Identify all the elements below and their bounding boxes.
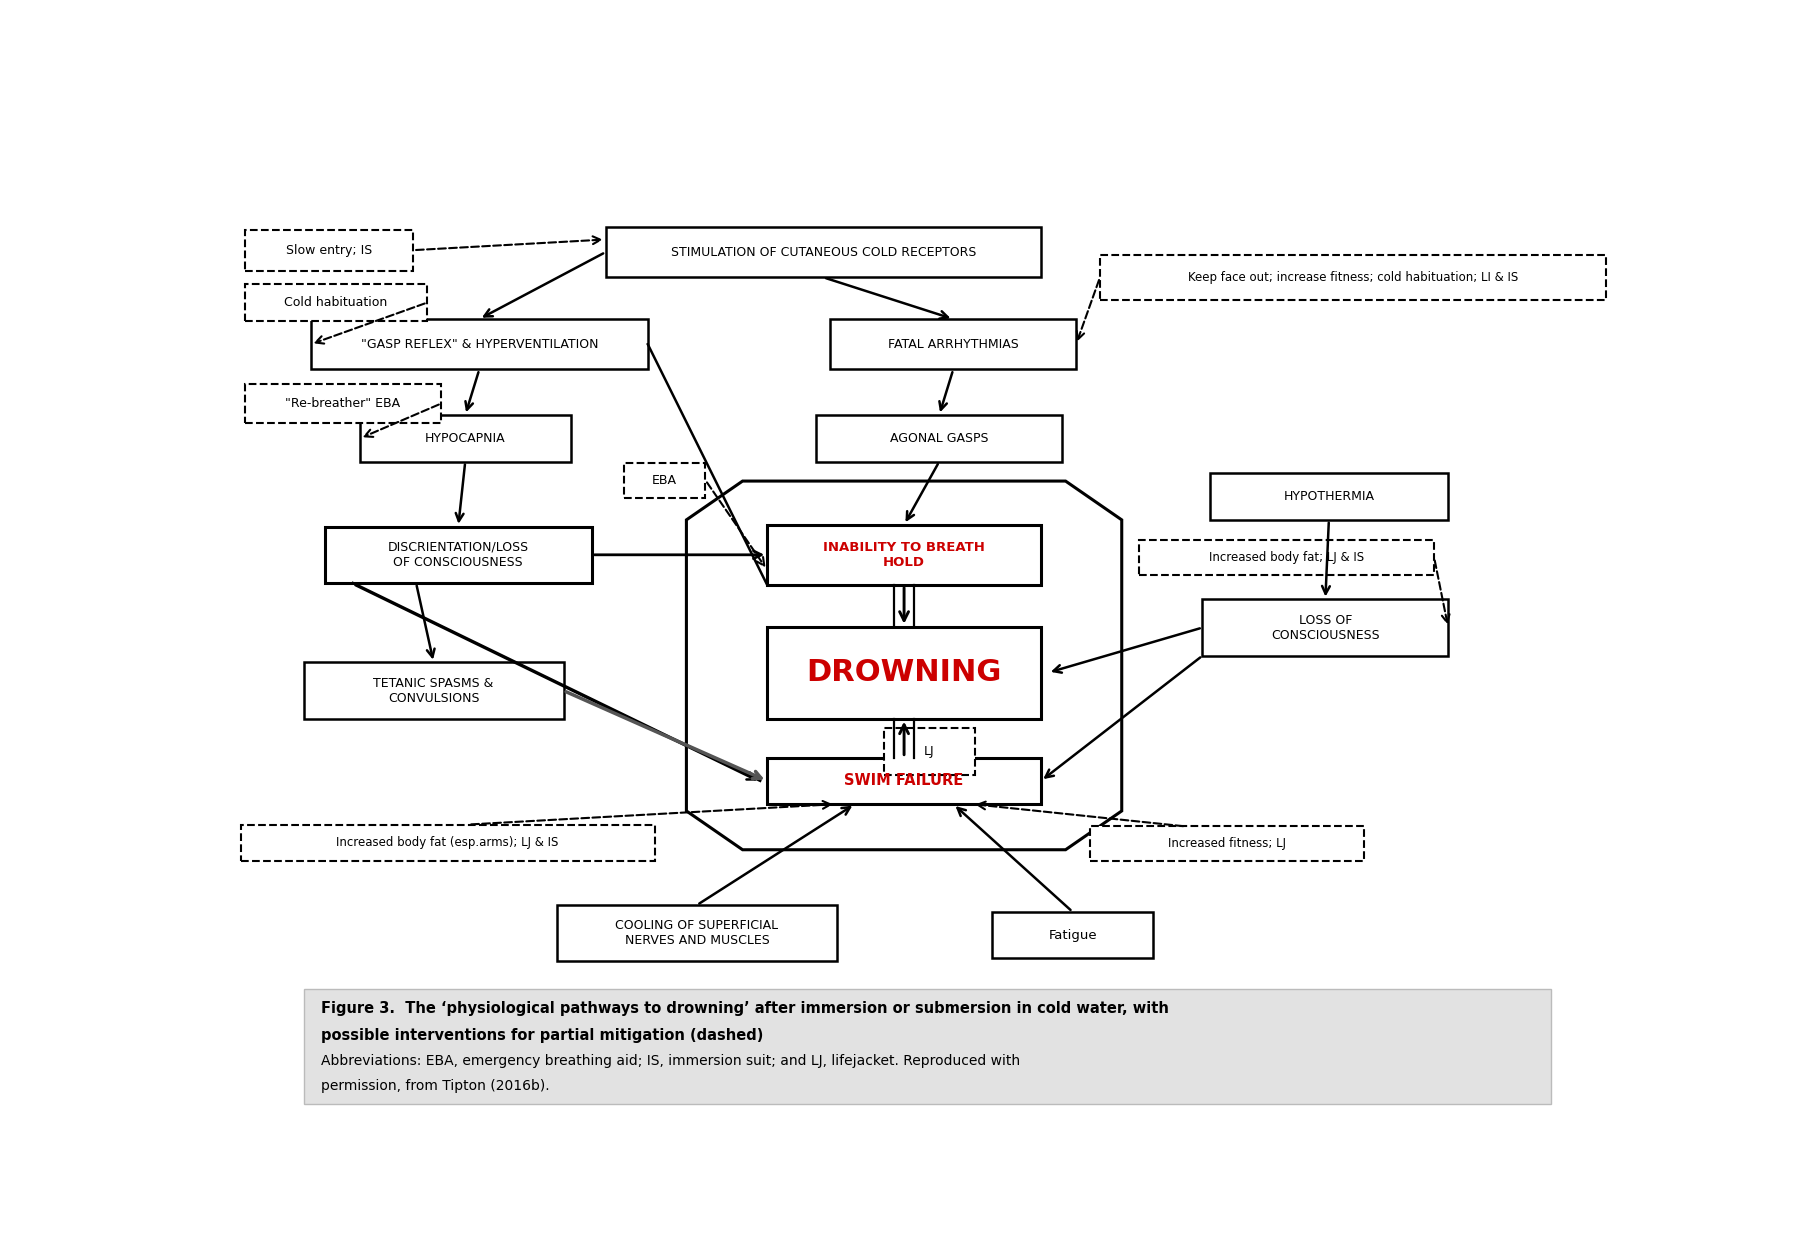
FancyBboxPatch shape <box>245 384 442 423</box>
Text: permission, from Tipton (2016b).: permission, from Tipton (2016b). <box>321 1079 549 1092</box>
FancyBboxPatch shape <box>1100 255 1605 300</box>
FancyBboxPatch shape <box>1203 600 1448 655</box>
Text: LJ: LJ <box>924 745 935 759</box>
FancyBboxPatch shape <box>312 319 649 369</box>
Polygon shape <box>687 481 1122 849</box>
Text: TETANIC SPASMS &
CONVULSIONS: TETANIC SPASMS & CONVULSIONS <box>373 677 495 704</box>
FancyBboxPatch shape <box>245 229 413 271</box>
Text: Figure 3.  The ‘physiological pathways to drowning’ after immersion or submersio: Figure 3. The ‘physiological pathways to… <box>321 1002 1169 1016</box>
Text: Increased fitness; LJ: Increased fitness; LJ <box>1169 838 1287 851</box>
FancyBboxPatch shape <box>991 912 1152 959</box>
Text: DISCRIENTATION/LOSS
OF CONSCIOUSNESS: DISCRIENTATION/LOSS OF CONSCIOUSNESS <box>388 541 529 568</box>
FancyBboxPatch shape <box>361 415 571 461</box>
Text: SWIM FAILURE: SWIM FAILURE <box>844 774 964 789</box>
Text: EBA: EBA <box>652 474 678 486</box>
Text: Cold habituation: Cold habituation <box>284 296 388 309</box>
FancyBboxPatch shape <box>1209 474 1448 520</box>
Text: "Re-breather" EBA: "Re-breather" EBA <box>286 397 400 410</box>
FancyBboxPatch shape <box>304 663 564 718</box>
FancyBboxPatch shape <box>241 824 654 862</box>
Text: Increased body fat (esp.arms); LJ & IS: Increased body fat (esp.arms); LJ & IS <box>337 837 558 849</box>
Text: HYPOCAPNIA: HYPOCAPNIA <box>426 432 506 445</box>
FancyBboxPatch shape <box>1140 541 1433 575</box>
FancyBboxPatch shape <box>304 989 1551 1104</box>
Text: FATAL ARRHYTHMIAS: FATAL ARRHYTHMIAS <box>888 338 1018 350</box>
FancyBboxPatch shape <box>766 757 1042 804</box>
Text: DROWNING: DROWNING <box>806 658 1002 687</box>
Text: "GASP REFLEX" & HYPERVENTILATION: "GASP REFLEX" & HYPERVENTILATION <box>361 338 598 350</box>
FancyBboxPatch shape <box>884 728 975 775</box>
FancyBboxPatch shape <box>556 905 837 961</box>
Text: HYPOTHERMIA: HYPOTHERMIA <box>1283 490 1373 503</box>
Text: Slow entry; IS: Slow entry; IS <box>286 243 371 257</box>
Text: possible interventions for partial mitigation (dashed): possible interventions for partial mitig… <box>321 1028 763 1043</box>
FancyBboxPatch shape <box>623 462 705 498</box>
FancyBboxPatch shape <box>605 227 1042 277</box>
FancyBboxPatch shape <box>766 626 1042 718</box>
Text: STIMULATION OF CUTANEOUS COLD RECEPTORS: STIMULATION OF CUTANEOUS COLD RECEPTORS <box>670 246 977 258</box>
FancyBboxPatch shape <box>766 524 1042 585</box>
Text: COOLING OF SUPERFICIAL
NERVES AND MUSCLES: COOLING OF SUPERFICIAL NERVES AND MUSCLE… <box>616 920 779 948</box>
FancyBboxPatch shape <box>245 284 428 321</box>
Text: Keep face out; increase fitness; cold habituation; LI & IS: Keep face out; increase fitness; cold ha… <box>1187 271 1518 284</box>
Text: Fatigue: Fatigue <box>1049 929 1096 941</box>
Text: Abbreviations: EBA, emergency breathing aid; IS, immersion suit; and LJ, lifejac: Abbreviations: EBA, emergency breathing … <box>321 1055 1020 1068</box>
Text: Increased body fat; LJ & IS: Increased body fat; LJ & IS <box>1209 551 1364 564</box>
Text: LOSS OF
CONSCIOUSNESS: LOSS OF CONSCIOUSNESS <box>1270 614 1379 641</box>
FancyBboxPatch shape <box>324 527 591 583</box>
FancyBboxPatch shape <box>815 415 1062 461</box>
FancyBboxPatch shape <box>830 319 1076 369</box>
FancyBboxPatch shape <box>1091 827 1364 862</box>
Text: AGONAL GASPS: AGONAL GASPS <box>890 432 988 445</box>
Text: INABILITY TO BREATH
HOLD: INABILITY TO BREATH HOLD <box>823 541 986 568</box>
